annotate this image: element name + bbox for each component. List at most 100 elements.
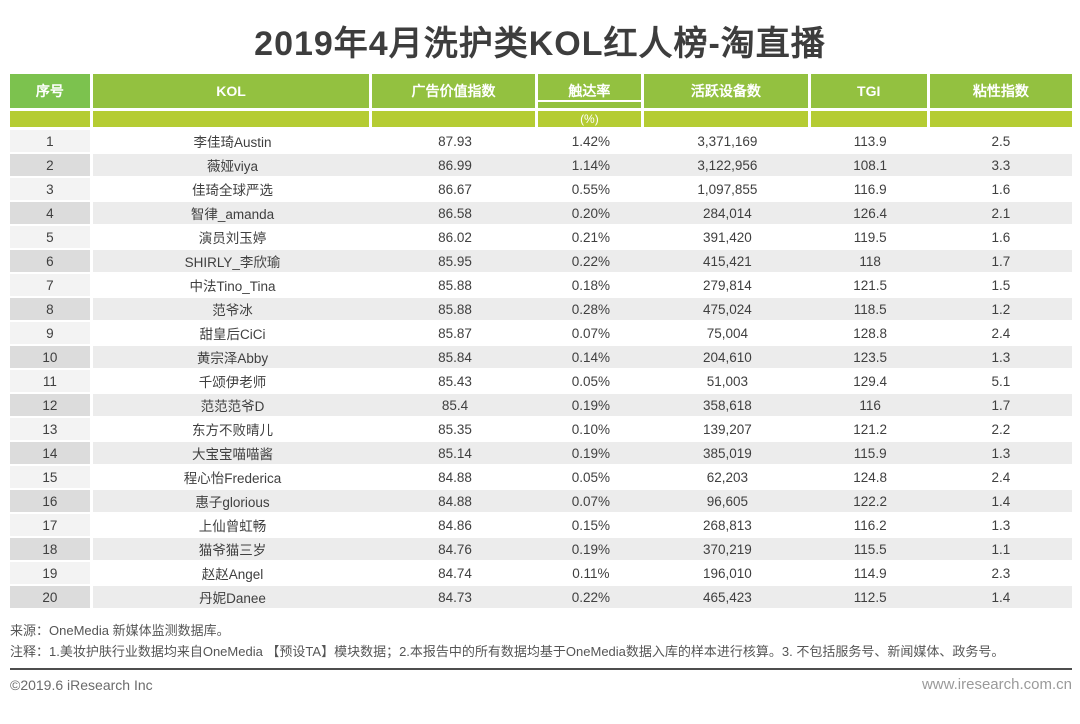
data-cell: 范范范爷D — [92, 394, 373, 418]
data-cell: 3,122,956 — [644, 154, 811, 178]
rank-cell: 12 — [10, 394, 93, 418]
subheader-kol — [92, 111, 373, 130]
rank-cell: 3 — [10, 178, 93, 202]
table-row: 20 丹妮Danee 84.73 0.22% 465,423 112.5 1.4 — [10, 586, 1072, 610]
data-cell: 391,420 — [644, 226, 811, 250]
data-cell: 0.20% — [537, 202, 644, 226]
data-cell: 112.5 — [810, 586, 930, 610]
rank-cell: 8 — [10, 298, 93, 322]
data-cell: 113.9 — [810, 130, 930, 154]
footer-divider — [10, 668, 1072, 670]
table-row: 19 赵赵Angel 84.74 0.11% 196,010 114.9 2.3 — [10, 562, 1072, 586]
table-header: 序号 KOL 广告价值指数 触达率 活跃设备数 TGI 粘性指数 (%) — [10, 74, 1072, 130]
data-cell: 黄宗泽Abby — [92, 346, 373, 370]
column-header-kol: KOL — [92, 74, 373, 111]
data-cell: 85.35 — [372, 418, 538, 442]
data-cell: 85.95 — [372, 250, 538, 274]
table-body: 1 李佳琦Austin 87.93 1.42% 3,371,169 113.9 2.5 2 薇娅… — [10, 130, 1072, 610]
data-cell: 5.1 — [929, 370, 1072, 394]
data-cell: 370,219 — [644, 538, 811, 562]
data-cell: 86.02 — [372, 226, 538, 250]
rank-cell: 11 — [10, 370, 93, 394]
data-cell: 0.07% — [537, 490, 644, 514]
data-cell: 1.14% — [537, 154, 644, 178]
data-cell: 123.5 — [810, 346, 930, 370]
data-cell: 佳琦全球严选 — [92, 178, 373, 202]
table-row: 14 大宝宝喵喵酱 85.14 0.19% 385,019 115.9 1.3 — [10, 442, 1072, 466]
data-cell: 465,423 — [644, 586, 811, 610]
data-cell: 0.15% — [537, 514, 644, 538]
data-cell: 1.7 — [929, 394, 1072, 418]
data-cell: 中法Tino_Tina — [92, 274, 373, 298]
column-header-reach-rate: 触达率 — [537, 74, 644, 111]
data-cell: 116 — [810, 394, 930, 418]
table-row: 18 猫爷猫三岁 84.76 0.19% 370,219 115.5 1.1 — [10, 538, 1072, 562]
subheader-tgi — [810, 111, 930, 130]
data-cell: 大宝宝喵喵酱 — [92, 442, 373, 466]
data-cell: 演员刘玉婷 — [92, 226, 373, 250]
data-cell: 84.86 — [372, 514, 538, 538]
data-cell: 118.5 — [810, 298, 930, 322]
data-cell: 1.7 — [929, 250, 1072, 274]
data-cell: 0.19% — [537, 538, 644, 562]
data-cell: 475,024 — [644, 298, 811, 322]
data-cell: 2.2 — [929, 418, 1072, 442]
data-cell: 122.2 — [810, 490, 930, 514]
data-cell: 1.5 — [929, 274, 1072, 298]
data-cell: 范爷冰 — [92, 298, 373, 322]
data-cell: 0.19% — [537, 394, 644, 418]
column-header-tgi: TGI — [810, 74, 930, 111]
data-cell: 1.3 — [929, 514, 1072, 538]
data-cell: 115.5 — [810, 538, 930, 562]
table-row: 2 薇娅viya 86.99 1.14% 3,122,956 108.1 3.3 — [10, 154, 1072, 178]
data-cell: 85.4 — [372, 394, 538, 418]
data-cell: 1.2 — [929, 298, 1072, 322]
data-cell: 51,003 — [644, 370, 811, 394]
subheader-row: (%) — [10, 111, 1072, 130]
data-cell: 279,814 — [644, 274, 811, 298]
table-row: 3 佳琦全球严选 86.67 0.55% 1,097,855 116.9 1.6 — [10, 178, 1072, 202]
data-cell: 126.4 — [810, 202, 930, 226]
data-cell: 2.4 — [929, 322, 1072, 346]
bottom-bar: ©2019.6 iResearch Inc www.iresearch.com.… — [10, 676, 1072, 693]
data-cell: 124.8 — [810, 466, 930, 490]
data-cell: 114.9 — [810, 562, 930, 586]
data-cell: 204,610 — [644, 346, 811, 370]
rank-cell: 9 — [10, 322, 93, 346]
data-cell: 3.3 — [929, 154, 1072, 178]
rank-cell: 18 — [10, 538, 93, 562]
kol-ranking-table: 序号 KOL 广告价值指数 触达率 活跃设备数 TGI 粘性指数 (%) 1 李佳… — [10, 74, 1072, 610]
rank-cell: 17 — [10, 514, 93, 538]
data-cell: 惠子glorious — [92, 490, 373, 514]
table-row: 5 演员刘玉婷 86.02 0.21% 391,420 119.5 1.6 — [10, 226, 1072, 250]
data-cell: 程心怡Frederica — [92, 466, 373, 490]
copyright-text: ©2019.6 iResearch Inc — [10, 676, 153, 693]
rank-cell: 15 — [10, 466, 93, 490]
table-row: 4 智律_amanda 86.58 0.20% 284,014 126.4 2.1 — [10, 202, 1072, 226]
subheader-stickiness — [929, 111, 1072, 130]
rank-cell: 7 — [10, 274, 93, 298]
data-cell: 千颂伊老师 — [92, 370, 373, 394]
rank-cell: 14 — [10, 442, 93, 466]
data-cell: 128.8 — [810, 322, 930, 346]
rank-cell: 13 — [10, 418, 93, 442]
data-cell: 2.5 — [929, 130, 1072, 154]
table-row: 1 李佳琦Austin 87.93 1.42% 3,371,169 113.9 2.5 — [10, 130, 1072, 154]
data-cell: 李佳琦Austin — [92, 130, 373, 154]
table-row: 7 中法Tino_Tina 85.88 0.18% 279,814 121.5 1.5 — [10, 274, 1072, 298]
page-title: 2019年4月洗护类KOL红人榜-淘直播 — [254, 25, 826, 63]
rank-cell: 19 — [10, 562, 93, 586]
column-header-stickiness: 粘性指数 — [929, 74, 1072, 111]
data-cell: 196,010 — [644, 562, 811, 586]
data-cell: 1.4 — [929, 586, 1072, 610]
data-cell: 108.1 — [810, 154, 930, 178]
rank-cell: 16 — [10, 490, 93, 514]
data-cell: 东方不败晴儿 — [92, 418, 373, 442]
data-cell: 0.07% — [537, 322, 644, 346]
data-cell: 116.9 — [810, 178, 930, 202]
data-cell: 1,097,855 — [644, 178, 811, 202]
data-cell: 115.9 — [810, 442, 930, 466]
table-row: 13 东方不败晴儿 85.35 0.10% 139,207 121.2 2.2 — [10, 418, 1072, 442]
data-cell: 1.42% — [537, 130, 644, 154]
data-cell: 0.18% — [537, 274, 644, 298]
